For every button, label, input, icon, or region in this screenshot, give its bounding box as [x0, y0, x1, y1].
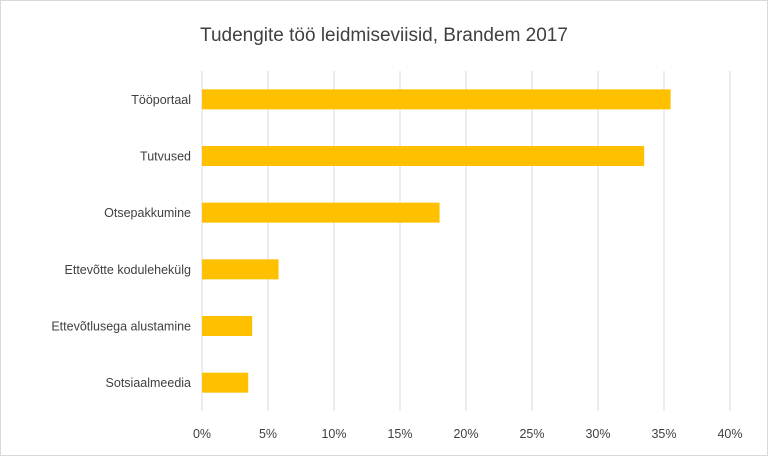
x-tick-label: 0%: [193, 427, 211, 441]
category-labels: Tööportaal Tutvused Otsepakkumine Ettevõtte…: [51, 93, 191, 390]
bar: [202, 202, 440, 223]
category-label: Tutvused: [140, 150, 191, 164]
category-label: Ettevõtte kodulehekülg: [65, 263, 192, 277]
gridlines: [201, 71, 731, 411]
category-label: Sotsiaalmeedia: [106, 376, 192, 390]
x-tick-label: 25%: [519, 427, 544, 441]
tick-labels: 0% 5% 10% 15% 20% 25% 30% 35% 40%: [193, 427, 743, 441]
bar: [202, 259, 279, 280]
bar: [202, 146, 645, 166]
category-label: Tööportaal: [131, 93, 191, 107]
bars: [202, 89, 671, 393]
x-tick-label: 5%: [259, 427, 277, 441]
x-tick-label: 30%: [585, 427, 610, 441]
bar: [202, 316, 253, 336]
x-tick-label: 40%: [717, 427, 742, 441]
x-tick-label: 15%: [387, 427, 412, 441]
chart-title: Tudengite töö leidmiseviisid, Brandem 20…: [200, 25, 568, 46]
category-label: Ettevõtlusega alustamine: [51, 320, 191, 334]
bar: [202, 89, 671, 110]
x-tick-label: 20%: [453, 427, 478, 441]
x-tick-label: 10%: [321, 427, 346, 441]
x-tick-label: 35%: [651, 427, 676, 441]
bar: [202, 372, 249, 393]
category-label: Otsepakkumine: [104, 206, 191, 220]
